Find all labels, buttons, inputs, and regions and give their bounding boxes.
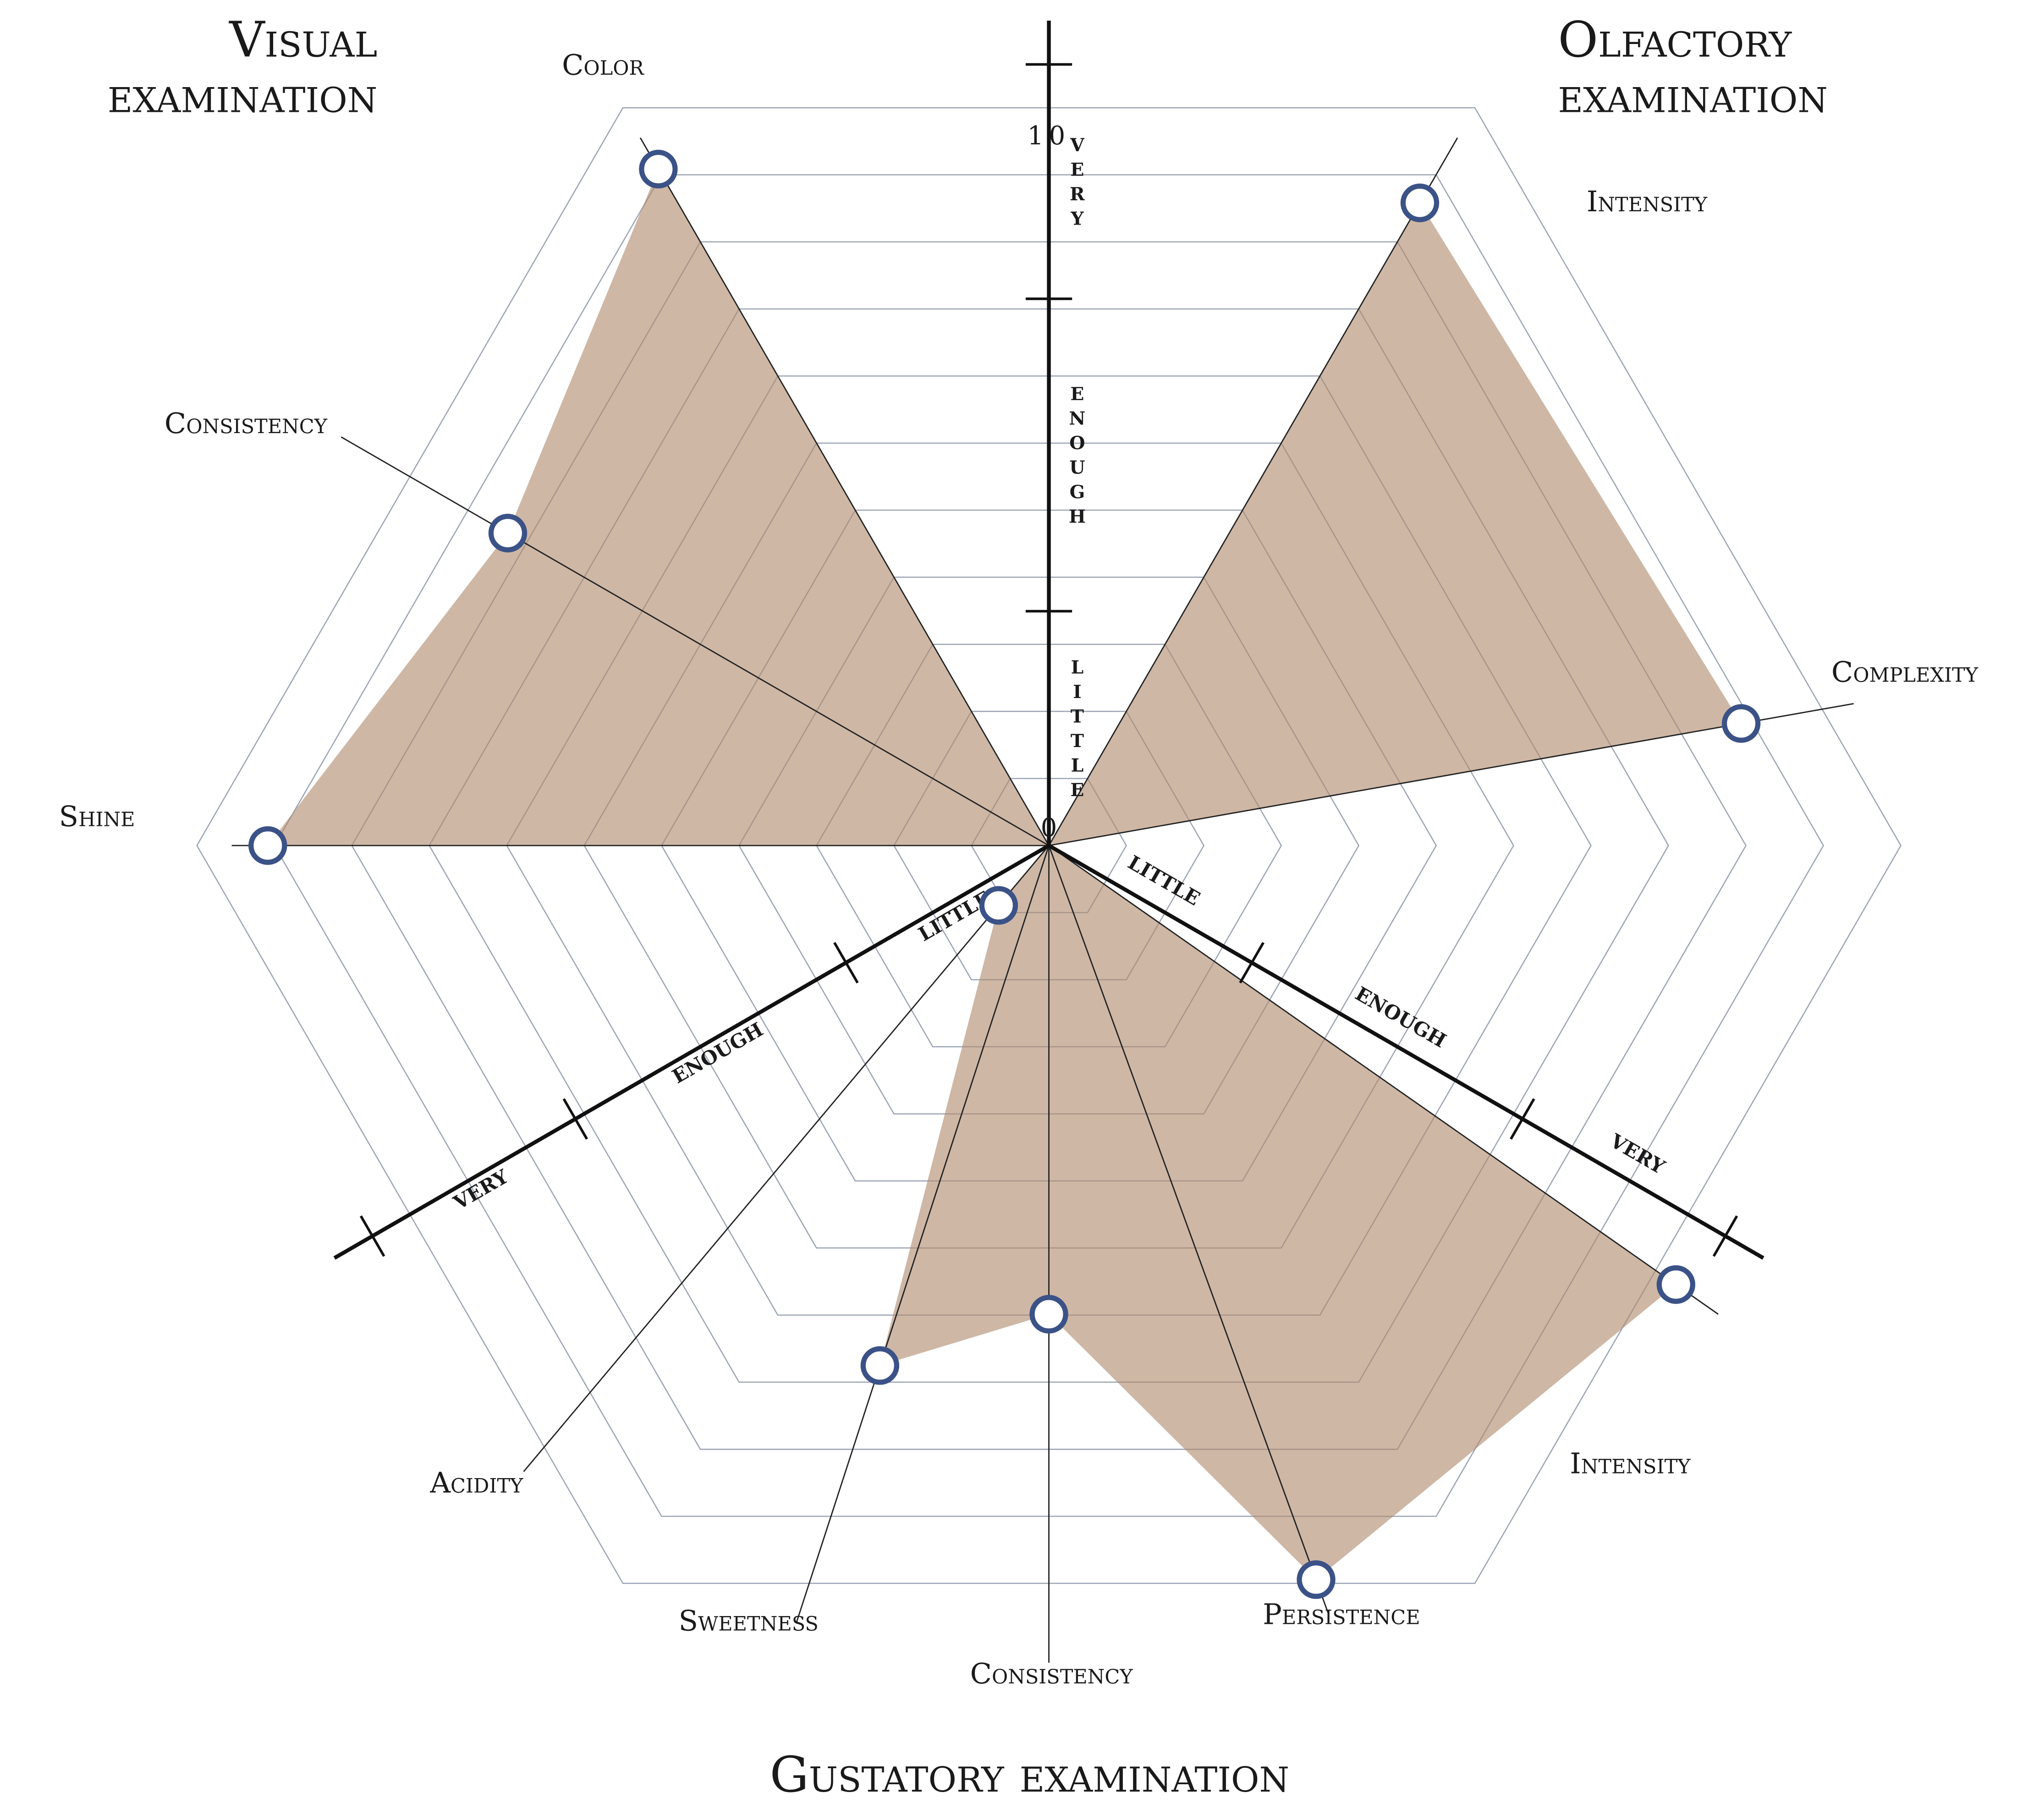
scale-max-label: 10 — [1028, 121, 1071, 151]
spoke-line — [523, 845, 1050, 1472]
band-label-letter: E — [1070, 780, 1084, 801]
band-tick — [1712, 1215, 1738, 1257]
spoke-line — [639, 137, 1050, 846]
data-point — [1400, 183, 1440, 222]
labels: Visual examination Olfactory examination… — [59, 12, 1979, 1804]
band-tick — [833, 942, 859, 984]
intensity-axis — [1048, 844, 1765, 1260]
band-label-letter: L — [1071, 657, 1084, 678]
band-tick — [562, 1098, 588, 1140]
data-area — [1049, 203, 1742, 846]
data-point — [860, 1346, 900, 1385]
axis-label-gustatory-consistency: Consistency — [970, 1657, 1133, 1690]
visual-examination-title: Visual — [228, 12, 377, 69]
band-label-letter: T — [1071, 731, 1084, 752]
spoke-line — [1048, 845, 1329, 1614]
spokes — [231, 137, 1854, 1663]
data-point — [1721, 704, 1761, 743]
axis-label-color: Color — [562, 49, 644, 82]
data-point — [1297, 1560, 1336, 1599]
data-point — [248, 826, 287, 865]
axis-label-olfactory-intensity: Intensity — [1587, 185, 1708, 218]
band-tick — [1239, 942, 1264, 984]
visual-examination-title-line2: examination — [108, 67, 378, 124]
band-tick — [1510, 1098, 1535, 1140]
axis-label-visual-consistency: Consistency — [165, 407, 328, 440]
data-point — [639, 149, 678, 189]
intensity-axis — [333, 844, 1050, 1260]
grid-ring — [196, 107, 1902, 1584]
band-label-letter: U — [1069, 457, 1085, 478]
band-label-letter: I — [1073, 682, 1081, 703]
band-label-letter: Y — [1070, 208, 1084, 229]
band-label-letter: H — [1069, 506, 1086, 527]
olfactory-examination-title: Olfactory — [1558, 12, 1792, 69]
data-point — [488, 513, 528, 553]
band-label-letter: L — [1071, 755, 1084, 776]
band-label-letter: N — [1069, 408, 1085, 429]
scale-min-label: 0 — [1041, 813, 1057, 843]
spoke-line — [1049, 703, 1854, 847]
axis-label-acidity: Acidity — [429, 1467, 523, 1500]
axis-label-complexity: Complexity — [1831, 656, 1979, 689]
axis-label-gustatory-intensity: Intensity — [1570, 1447, 1691, 1480]
data-markers — [248, 149, 1761, 1599]
data-point — [979, 886, 1018, 925]
band-label-letter: R — [1070, 184, 1085, 205]
spoke-line — [341, 436, 1050, 847]
band-label-letter: T — [1071, 706, 1084, 727]
band-label-letter: G — [1070, 482, 1085, 503]
olfactory-examination-title-line2: examination — [1558, 67, 1828, 124]
axis-label-shine: Shine — [59, 800, 135, 833]
band-label: LITTLE — [1124, 851, 1204, 910]
band-label-letter: O — [1069, 433, 1085, 454]
data-area — [268, 169, 1049, 846]
data-point — [1656, 1265, 1695, 1304]
band-label-letter: V — [1070, 135, 1085, 156]
chart-fill — [268, 169, 1742, 1580]
band-label-letter: E — [1070, 384, 1084, 405]
spoke-line — [1048, 137, 1458, 846]
spoke-line — [1048, 845, 1719, 1315]
data-point — [1029, 1295, 1068, 1334]
data-area — [880, 845, 1676, 1580]
axis-label-persistence: Persistence — [1263, 1598, 1420, 1631]
band-tick — [359, 1215, 385, 1257]
spoke-line — [796, 845, 1050, 1623]
gustatory-examination-title: Gustatory examination — [770, 1747, 1290, 1804]
band-label-letter: E — [1070, 159, 1084, 181]
axis-label-sweetness: Sweetness — [679, 1605, 819, 1638]
